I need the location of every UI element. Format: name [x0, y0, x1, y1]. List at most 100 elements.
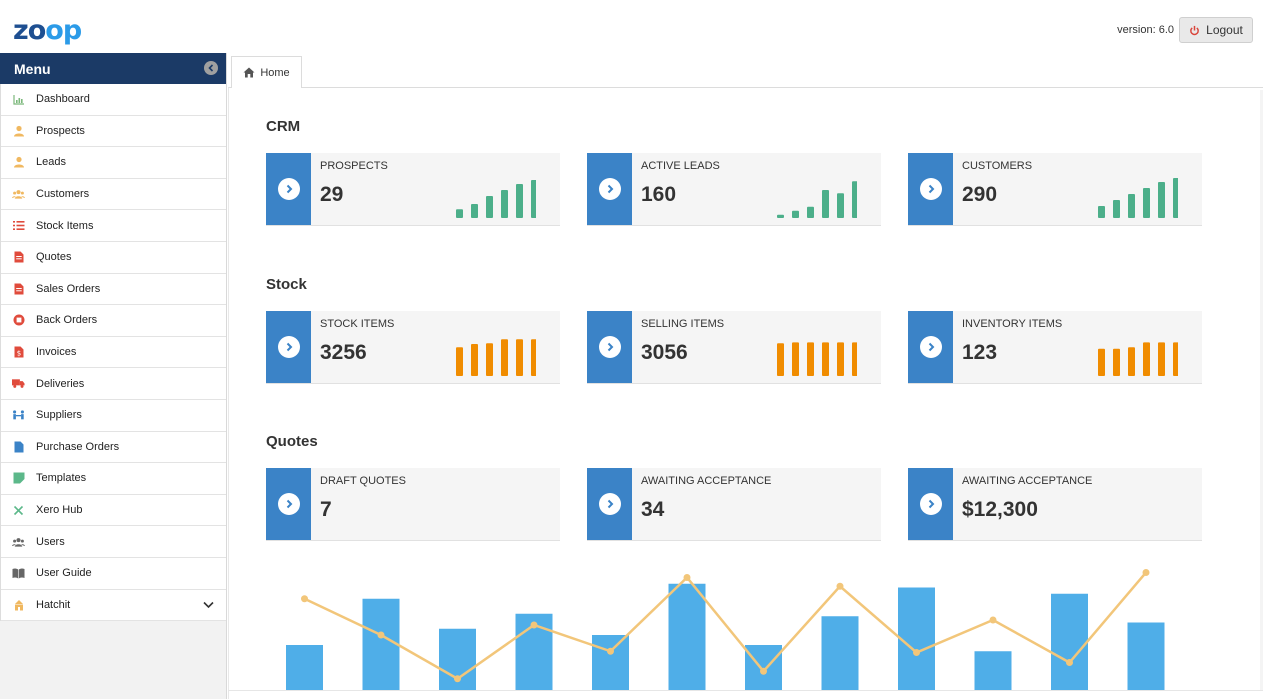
sparkline-bar — [777, 214, 784, 218]
stat-card-stock-items[interactable]: STOCK ITEMS 3256 — [266, 311, 560, 384]
sparkline-bar — [777, 343, 784, 376]
chart-bar — [286, 645, 323, 690]
sparkline-bar — [486, 196, 493, 218]
chart-line-point — [913, 649, 920, 656]
stat-card-prospects[interactable]: PROSPECTS 29 — [266, 153, 560, 226]
stat-card-selling-items[interactable]: SELLING ITEMS 3056 — [587, 311, 881, 384]
chevron-right-icon — [598, 493, 621, 515]
chart-bar — [1127, 622, 1165, 690]
card-arrow-tab[interactable] — [587, 153, 632, 225]
sidebar-item-user-guide[interactable]: User Guide — [1, 558, 226, 590]
invoice-icon: $ — [12, 346, 25, 359]
chart-baseline — [228, 690, 1263, 691]
chart-bar — [362, 598, 400, 690]
card-value: 34 — [641, 498, 665, 521]
sparkline-bar — [852, 181, 857, 218]
sparkline-bar — [837, 342, 844, 376]
sparkline-bar — [807, 206, 814, 218]
stat-card-awaiting-acceptance[interactable]: AWAITING ACCEPTANCE 34 — [587, 468, 881, 541]
sparkline-chart — [456, 339, 536, 376]
sidebar-item-label: User Guide — [36, 567, 92, 580]
sidebar-item-purchase-orders[interactable]: Purchase Orders — [1, 432, 226, 464]
card-label: STOCK ITEMS — [320, 318, 395, 330]
sparkline-bar — [501, 190, 508, 218]
chart-line-point — [301, 595, 308, 603]
card-arrow-tab[interactable] — [908, 311, 953, 383]
file-icon — [12, 440, 25, 453]
sidebar-item-label: Users — [36, 535, 65, 548]
sparkline-bar — [486, 343, 493, 376]
sparkline-chart — [1098, 178, 1178, 218]
sidebar-item-label: Stock Items — [36, 219, 94, 232]
card-arrow-tab[interactable] — [587, 311, 632, 383]
chevron-down-icon[interactable] — [203, 600, 214, 612]
sidebar-item-label: Leads — [36, 156, 66, 169]
sparkline-bar — [516, 184, 523, 218]
chart-line-point — [836, 582, 844, 590]
card-arrow-tab[interactable] — [908, 468, 953, 540]
sidebar-item-templates[interactable]: Templates — [1, 463, 226, 495]
sidebar-item-label: Purchase Orders — [36, 440, 120, 453]
card-value: 123 — [962, 341, 998, 364]
stat-card-draft-quotes[interactable]: DRAFT QUOTES 7 — [266, 468, 560, 541]
sparkline-chart — [456, 180, 536, 218]
chart-icon — [12, 93, 25, 106]
menu-title: Menu — [14, 60, 51, 77]
card-arrow-tab[interactable] — [266, 153, 311, 225]
chart-bar — [821, 616, 859, 690]
chart-bar — [745, 645, 782, 690]
sidebar-item-label: Deliveries — [36, 377, 85, 390]
sidebar-item-dashboard[interactable]: Dashboard — [1, 84, 226, 116]
card-value: 290 — [962, 183, 998, 206]
users-icon — [12, 188, 25, 201]
stat-card-active-leads[interactable]: ACTIVE LEADS 160 — [587, 153, 881, 226]
logo-part-1: zo — [13, 15, 46, 46]
stat-card-awaiting-acceptance[interactable]: AWAITING ACCEPTANCE $12,300 — [908, 468, 1202, 541]
card-value: 29 — [320, 183, 344, 206]
sidebar-item-back-orders[interactable]: Back Orders — [1, 305, 226, 337]
collapse-menu-icon[interactable] — [204, 61, 218, 75]
sparkline-bar — [1113, 348, 1120, 376]
sidebar-item-prospects[interactable]: Prospects — [1, 116, 226, 148]
sparkline-bar — [852, 342, 857, 376]
stat-card-inventory-items[interactable]: INVENTORY ITEMS 123 — [908, 311, 1202, 384]
card-value: 7 — [320, 498, 332, 521]
sidebar-item-sales-orders[interactable]: Sales Orders — [1, 274, 226, 306]
sidebar-item-hatchit[interactable]: Hatchit — [1, 590, 226, 622]
sparkline-bar — [1173, 178, 1178, 218]
sidebar-item-invoices[interactable]: $ Invoices — [1, 337, 226, 369]
menu-header: Menu — [0, 53, 226, 84]
sidebar-item-deliveries[interactable]: Deliveries — [1, 368, 226, 400]
sparkline-bar — [1128, 347, 1135, 376]
sparkline-bar — [1098, 348, 1105, 376]
chart-line-point — [760, 667, 767, 675]
card-arrow-tab[interactable] — [587, 468, 632, 540]
document-icon — [12, 282, 25, 295]
sidebar-item-leads[interactable]: Leads — [1, 147, 226, 179]
sparkline-bar — [501, 339, 508, 376]
sidebar: Menu Dashboard Prospects Leads Customers Sto… — [0, 53, 227, 699]
sidebar-item-xero-hub[interactable]: Xero Hub — [1, 495, 226, 527]
card-arrow-tab[interactable] — [908, 153, 953, 225]
section-title-quotes: Quotes — [266, 433, 318, 450]
chevron-right-icon — [277, 178, 300, 200]
sidebar-item-quotes[interactable]: Quotes — [1, 242, 226, 274]
card-arrow-tab[interactable] — [266, 468, 311, 540]
sidebar-item-customers[interactable]: Customers — [1, 179, 226, 211]
vertical-scrollbar[interactable] — [1260, 90, 1263, 690]
user-icon — [12, 156, 25, 169]
card-label: CUSTOMERS — [962, 160, 1033, 172]
user-icon — [12, 124, 25, 137]
sidebar-item-suppliers[interactable]: Suppliers — [1, 400, 226, 432]
stop-circle-icon — [12, 314, 25, 327]
stat-card-customers[interactable]: CUSTOMERS 290 — [908, 153, 1202, 226]
section-title-stock: Stock — [266, 276, 307, 293]
zoop-logo[interactable]: zoop — [13, 15, 82, 46]
list-icon — [12, 219, 25, 232]
tab-home[interactable]: Home — [231, 56, 302, 88]
sidebar-item-users[interactable]: Users — [1, 526, 226, 558]
menu-list: Dashboard Prospects Leads Customers Stock It… — [0, 84, 226, 622]
logout-button[interactable]: Logout — [1179, 17, 1253, 43]
sidebar-item-stock-items[interactable]: Stock Items — [1, 210, 226, 242]
card-arrow-tab[interactable] — [266, 311, 311, 383]
